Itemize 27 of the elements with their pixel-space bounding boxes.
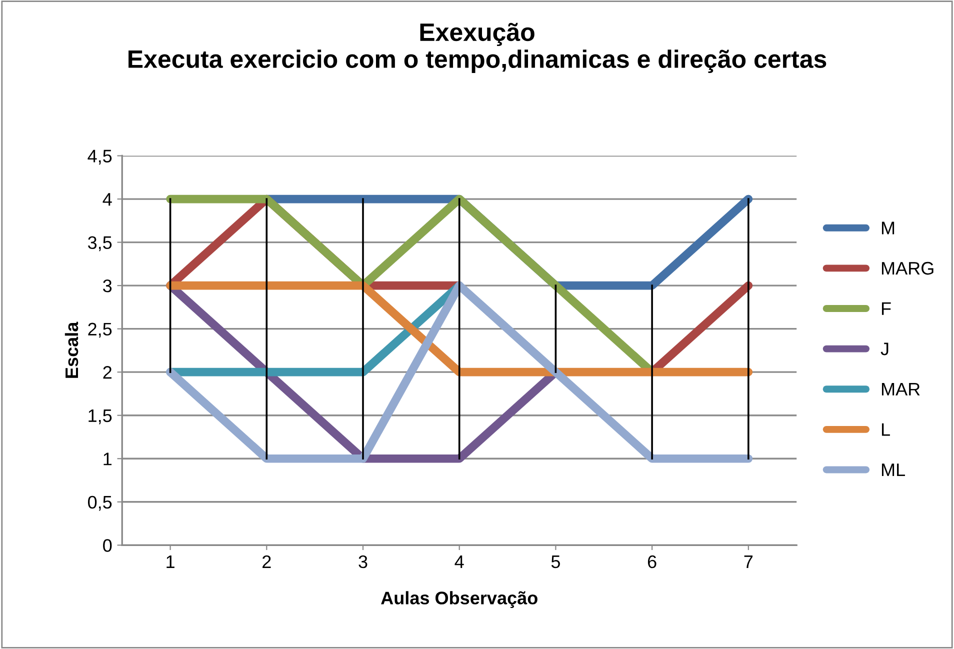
- x-axis-title: Aulas Observação: [381, 591, 538, 608]
- y-tick-label: 1: [104, 452, 112, 466]
- legend-label: L: [882, 423, 890, 436]
- legend-label: ML: [882, 464, 905, 476]
- y-tick-label: 3,5: [88, 236, 112, 252]
- legend-label: F: [882, 302, 891, 315]
- legend-label: MARG: [882, 262, 934, 275]
- y-tick-label: 1,5: [88, 409, 112, 424]
- x-tick-label: 7: [744, 556, 753, 568]
- y-tick-label: 2,5: [88, 322, 112, 338]
- chart-title: Exexução Executa exercicio com o tempo,dinamicas e direção certas: [128, 22, 826, 73]
- legend-label: MAR: [882, 383, 920, 396]
- y-axis-title: Escala: [64, 322, 78, 378]
- y-tick-label: 0: [103, 539, 112, 552]
- y-tick-label: 2: [103, 366, 112, 379]
- y-tick-label: 4,5: [88, 150, 112, 165]
- x-tick-label: 1: [166, 556, 174, 568]
- legend-label: M: [882, 222, 894, 234]
- x-tick-label: 6: [648, 555, 656, 568]
- y-tick-label: 4: [102, 193, 112, 206]
- y-tick-label: 0,5: [88, 496, 112, 511]
- x-tick-label: 4: [454, 556, 464, 568]
- legend-label: J: [880, 342, 888, 356]
- x-tick-label: 5: [551, 556, 560, 568]
- x-tick-label: 2: [262, 555, 271, 568]
- y-tick-label: 3: [103, 279, 112, 292]
- x-tick-label: 3: [358, 555, 368, 568]
